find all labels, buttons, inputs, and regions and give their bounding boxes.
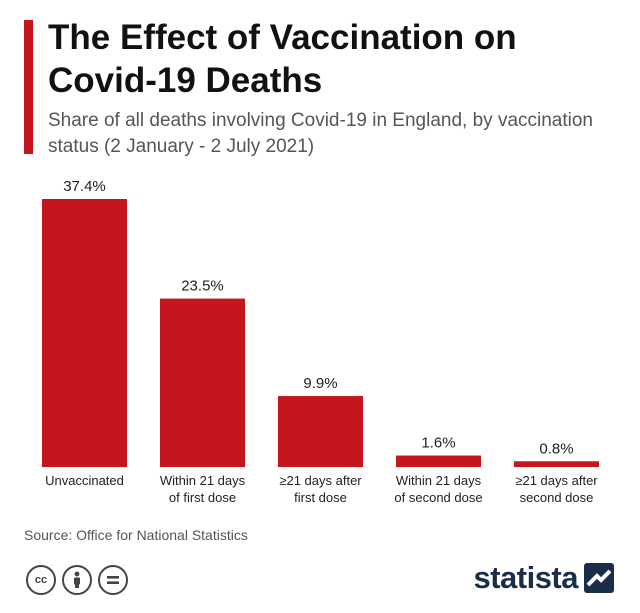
source-note: Source: Office for National Statistics — [24, 527, 248, 543]
no-derivatives-icon[interactable] — [98, 565, 128, 595]
chart-title: The Effect of Vaccination on Covid-19 De… — [48, 18, 517, 100]
chart-subtitle: Share of all deaths involving Covid-19 i… — [48, 110, 593, 157]
accent-bar — [24, 20, 33, 154]
value-label-2: 9.9% — [303, 375, 337, 392]
bar-2 — [278, 396, 363, 467]
statista-logo[interactable]: statista — [473, 560, 614, 596]
attribution-icon[interactable] — [62, 565, 92, 595]
brand-name: statista — [473, 560, 578, 595]
category-label-1: Within 21 days of first dose — [160, 473, 246, 505]
value-label-0: 37.4% — [63, 178, 106, 195]
category-label-4: ≥21 days after second dose — [515, 473, 598, 505]
bar-3 — [396, 455, 481, 467]
statista-mark-icon — [584, 563, 614, 593]
bar-0 — [42, 199, 127, 467]
value-label-4: 0.8% — [539, 440, 573, 457]
license-icons: cc — [26, 565, 128, 597]
creative-commons-icon[interactable]: cc — [26, 565, 56, 595]
bar-1 — [160, 298, 245, 467]
category-label-3: Within 21 days of second dose — [394, 473, 482, 505]
value-label-3: 1.6% — [421, 435, 455, 452]
bar-4 — [514, 461, 599, 467]
category-label-0: Unvaccinated — [45, 473, 124, 488]
value-label-1: 23.5% — [181, 278, 224, 295]
category-label-2: ≥21 days after first dose — [279, 473, 362, 505]
